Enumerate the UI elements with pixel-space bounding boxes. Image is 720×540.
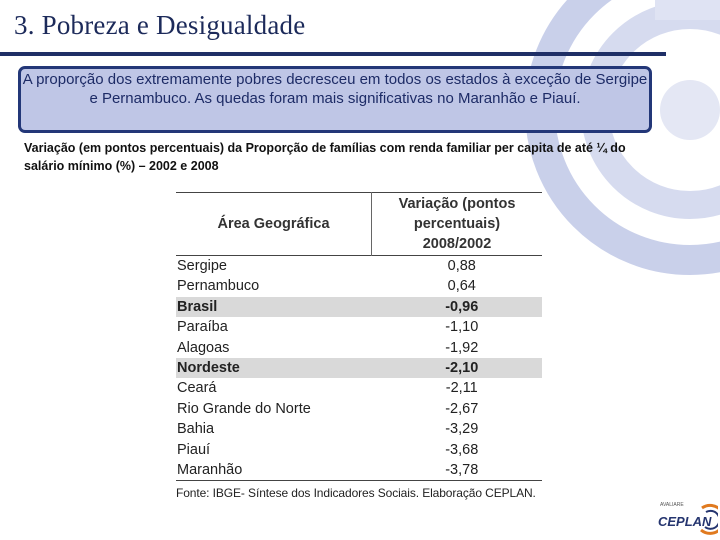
table-row: Bahia -3,29 <box>176 419 542 439</box>
area-cell: Rio Grande do Norte <box>177 400 311 417</box>
header-area: Área Geográfica <box>176 192 372 256</box>
value-cell: -1,10 <box>445 319 479 336</box>
header-variation-line3: 2008/2002 <box>422 236 492 252</box>
table-row: Rio Grande do Norte -2,67 <box>176 399 542 419</box>
area-cell: Paraíba <box>177 319 228 336</box>
logo-small-text: AVALIARE <box>660 502 684 508</box>
value-cell: -3,68 <box>445 441 479 458</box>
header-variation-line2: percentuais) <box>413 216 501 232</box>
logo-text: CEPLAN <box>658 514 712 529</box>
area-cell: Piauí <box>177 441 211 458</box>
value-cell: -3,78 <box>445 462 479 479</box>
table-row: Alagoas -1,92 <box>176 338 542 358</box>
area-cell: Nordeste <box>176 358 372 379</box>
header-variation: Variação (pontos percentuais) 2008/2002 <box>372 193 543 256</box>
area-cell: Pernambuco <box>177 278 260 295</box>
area-cell: Maranhão <box>177 462 243 479</box>
header-variation-line1: Variação (pontos <box>398 196 516 212</box>
source-note: Fonte: IBGE- Síntese dos Indicadores Soc… <box>176 486 536 500</box>
table-row: Pernambuco 0,64 <box>176 276 542 296</box>
table-row: Paraíba -1,10 <box>176 317 542 337</box>
value-cell: -2,10 <box>371 358 542 379</box>
area-cell: Brasil <box>176 296 372 318</box>
slide-title: 3. Pobreza e Desigualdade <box>14 10 306 40</box>
ceplan-logo-icon <box>700 503 718 535</box>
value-cell: -0,96 <box>371 296 542 318</box>
table-row-highlighted: Nordeste -2,10 <box>176 358 542 379</box>
data-table: Área Geográfica Variação (pontos percent… <box>176 192 542 481</box>
table-caption: Variação (em pontos percentuais) da Prop… <box>24 141 626 173</box>
value-cell: -1,92 <box>445 339 479 356</box>
table-header-row: Área Geográfica Variação (pontos percent… <box>176 192 543 256</box>
table-row: Ceará -2,11 <box>176 378 542 398</box>
table-row: Sergipe 0,88 <box>176 256 542 277</box>
value-cell: -3,29 <box>445 421 479 438</box>
area-cell: Bahia <box>177 421 215 438</box>
table-row: Piauí -3,68 <box>176 440 542 460</box>
value-cell: 0,64 <box>447 278 476 295</box>
area-cell: Ceará <box>177 380 217 397</box>
value-cell: 0,88 <box>447 258 476 274</box>
value-cell: -2,11 <box>445 380 478 397</box>
area-cell: Alagoas <box>177 339 230 356</box>
value-cell: -2,67 <box>445 400 479 417</box>
area-cell: Sergipe <box>177 258 227 274</box>
table-row-highlighted: Brasil -0,96 <box>176 296 542 318</box>
title-underline <box>0 52 666 56</box>
table-row: Maranhão -3,78 <box>176 460 542 481</box>
highlight-callout: A proporção dos extremamente pobres decr… <box>18 66 652 133</box>
